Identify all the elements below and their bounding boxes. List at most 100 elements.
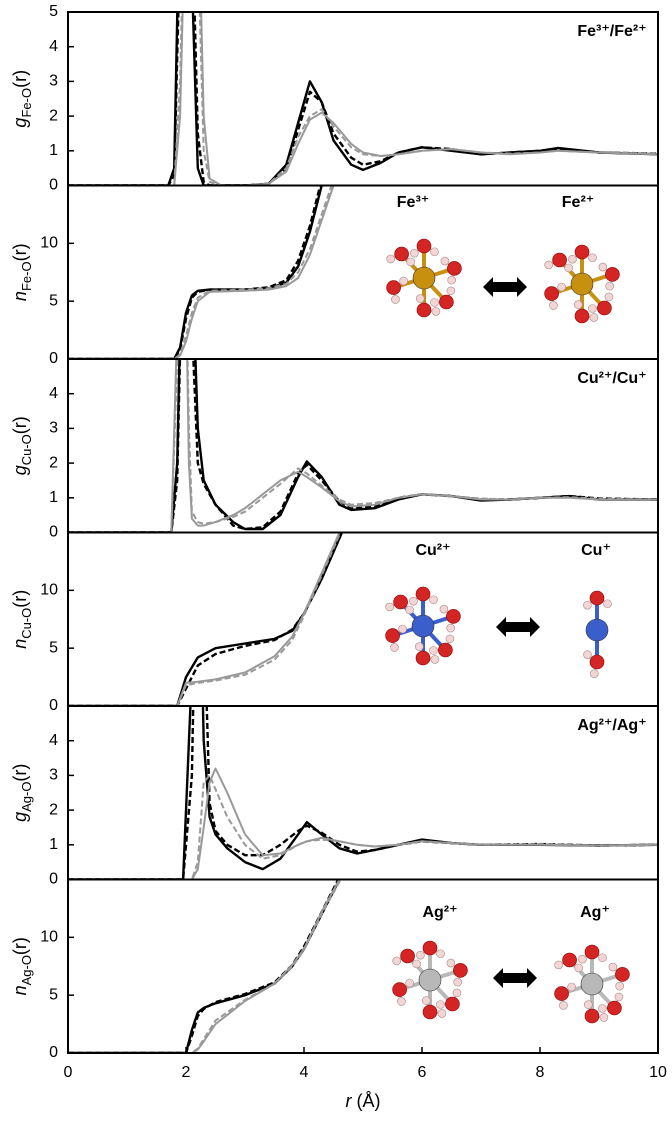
hydrogen [431,248,439,256]
y-tick-label: 2 [49,454,58,471]
y-tick-label: 2 [49,801,58,818]
oxygen [607,1001,621,1015]
y-tick-label: 5 [49,292,58,309]
series-line [68,0,658,186]
annotation: Fe²⁺ [562,194,594,211]
y-tick-label: 0 [49,177,58,194]
y-tick-label: 0 [49,871,58,888]
hydrogen [386,603,394,611]
y-label-tail: (r) [10,416,30,434]
hydrogen [399,625,407,633]
y-tick-label: 10 [40,929,58,946]
oxygen [416,651,430,665]
series-line [68,0,658,186]
molecule [545,245,620,323]
y-tick-label: 0 [49,1044,58,1061]
y-tick-label: 1 [49,836,58,853]
y-tick-label: 3 [49,767,58,784]
y-label-symbol: n [10,639,30,649]
y-tick-label: 3 [49,420,58,437]
oxygen [553,253,567,267]
molecule [387,239,462,317]
oxygen [605,267,619,281]
oxygen [575,309,589,323]
y-label-symbol: g [10,812,30,822]
series-line [68,116,658,532]
oxygen [417,303,431,317]
y-tick-label: 4 [49,385,58,402]
hydrogen [584,1001,592,1009]
oxygen [393,983,407,997]
y-label-sub: Fe-O [19,261,34,291]
x-tick-label: 2 [182,1064,191,1081]
hydrogen [431,655,439,663]
plot-lines [68,833,363,1053]
oxygen [615,967,629,981]
hydrogen [590,670,598,678]
oxygen [575,245,589,259]
series-line [68,128,363,359]
hydrogen [615,993,623,1001]
oxygen [545,287,559,301]
molecule [583,591,611,678]
hydrogen [545,261,553,269]
hydrogen [413,960,421,968]
y-label-sub: Cu-O [19,608,34,639]
oxygen [446,609,460,623]
hydrogen [599,263,607,271]
hydrogen [393,957,401,965]
y-label-symbol: n [10,291,30,301]
oxygen [416,587,430,601]
hydrogen [584,651,592,659]
x-tick-label: 8 [536,1064,545,1081]
series-line [68,775,658,879]
oxygen [423,941,437,955]
y-tick-label: 1 [49,142,58,159]
y-tick-label: 10 [40,582,58,599]
y-tick-label: 4 [49,38,58,55]
hydrogen [422,997,430,1005]
hydrogen [558,283,566,291]
hydrogen [430,596,438,604]
y-axis-label: gCu-O(r) [10,416,34,475]
annotation: Ag⁺ [580,904,610,921]
hydrogen [605,293,613,301]
plot-lines [68,486,363,706]
hydrogen [590,313,598,321]
hydrogen [430,298,438,306]
hydrogen [606,282,614,290]
hydrogen [429,646,437,654]
metal-ion [412,615,434,637]
oxygen [447,261,461,275]
annotation: Fe³⁺ [397,194,429,211]
hydrogen [568,983,576,991]
y-tick-label: 0 [49,350,58,367]
series-line [68,463,658,879]
metal-ion [586,619,608,641]
plot-lines [68,116,658,532]
oxygen [394,595,408,609]
hydrogen [616,982,624,990]
hydrogen [415,643,423,651]
hydrogen [583,601,591,609]
y-tick-label: 5 [49,3,58,20]
hydrogen [436,1000,444,1008]
oxygen [597,301,611,315]
y-axis-label: gFe-O(r) [10,70,34,128]
hydrogen [575,964,583,972]
annotation: Cu⁺ [581,542,611,559]
hydrogen [441,257,449,265]
oxygen [387,281,401,295]
x-tick-label: 0 [64,1064,73,1081]
y-tick-label: 10 [40,235,58,252]
oxygen [555,987,569,1001]
plot-lines [68,463,658,879]
x-tick-label: 6 [418,1064,427,1081]
series-line [68,486,363,706]
series-line [68,128,363,359]
hydrogen [574,301,582,309]
hydrogen [604,600,612,608]
hydrogen [578,955,586,963]
series-line [68,0,658,186]
